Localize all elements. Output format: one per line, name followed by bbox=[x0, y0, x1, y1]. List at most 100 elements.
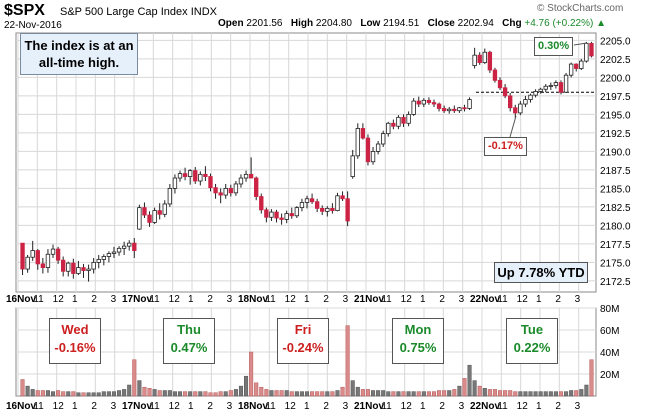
candle-body bbox=[462, 107, 467, 110]
candle-body bbox=[360, 128, 366, 139]
candle-body bbox=[223, 187, 228, 196]
volume-bar bbox=[482, 388, 487, 397]
x-tick-label: 2 bbox=[207, 294, 213, 305]
volume-tick-label: 40M bbox=[600, 348, 619, 359]
day-box-wed: Wed -0.16% bbox=[49, 318, 101, 364]
volume-bar bbox=[304, 391, 310, 397]
candle-body bbox=[538, 88, 543, 92]
candle-body bbox=[528, 94, 533, 101]
volume-bar bbox=[396, 391, 401, 397]
x-tick-label: 12 bbox=[169, 401, 181, 412]
price-tick-label: 2195.0 bbox=[600, 110, 631, 121]
volume-bar bbox=[71, 391, 76, 397]
volume-tick-label: 20M bbox=[600, 370, 619, 381]
candle-body bbox=[132, 242, 137, 251]
candle-body bbox=[294, 207, 300, 217]
candle-body bbox=[218, 192, 223, 196]
volume-bar bbox=[81, 392, 86, 397]
price-tick-label: 2182.5 bbox=[600, 203, 631, 214]
price-tick-label: 2172.5 bbox=[600, 277, 631, 288]
candle-body bbox=[279, 217, 284, 220]
candle-body bbox=[35, 250, 40, 265]
x-tick-label: 2 bbox=[555, 401, 561, 412]
volume-bar bbox=[350, 380, 355, 397]
volume-bar bbox=[386, 391, 391, 397]
volume-bar bbox=[228, 390, 233, 397]
price-tick-label: 2180.0 bbox=[600, 221, 631, 232]
candle-body bbox=[441, 108, 447, 112]
volume-bar bbox=[91, 392, 96, 397]
day-change: -0.24% bbox=[282, 340, 324, 355]
volume-bar bbox=[117, 390, 122, 397]
x-tick-label: 1 bbox=[188, 401, 194, 412]
exchange-label: INDX bbox=[190, 6, 217, 18]
volume-bar bbox=[543, 391, 548, 397]
x-tick-label: 12 bbox=[401, 294, 413, 305]
candle-body bbox=[508, 95, 513, 109]
volume-bar bbox=[462, 378, 467, 397]
volume-bar bbox=[472, 380, 477, 397]
candle-body bbox=[198, 173, 203, 182]
volume-bar bbox=[172, 391, 177, 397]
close-value: 2202.94 bbox=[457, 18, 494, 29]
x-tick-label: 12 bbox=[169, 294, 181, 305]
day-label: Thu bbox=[177, 322, 201, 337]
ohlc-readout: Open 2201.56 High 2204.80 Low 2194.51 Cl… bbox=[218, 18, 606, 29]
candle-body bbox=[177, 173, 183, 179]
volume-bar bbox=[203, 391, 208, 397]
volume-bar bbox=[238, 385, 243, 397]
x-tick-label: 12 bbox=[517, 294, 529, 305]
day-box-thu: Thu 0.47% bbox=[163, 318, 215, 364]
candle-body bbox=[370, 150, 376, 163]
volume-bar bbox=[167, 390, 172, 397]
volume-bar bbox=[45, 390, 50, 397]
volume-bar bbox=[86, 392, 91, 397]
x-tick-label: 17Nov bbox=[122, 294, 152, 305]
volume-bar bbox=[497, 390, 503, 397]
x-tick-label: 2 bbox=[323, 294, 329, 305]
candle-body bbox=[137, 207, 142, 230]
candle-body bbox=[396, 116, 401, 127]
candle-body bbox=[477, 54, 482, 64]
volume-bar bbox=[569, 390, 574, 397]
x-tick-label: 2 bbox=[91, 294, 97, 305]
candle-body bbox=[248, 173, 254, 179]
candle-body bbox=[147, 214, 152, 223]
candle-body bbox=[304, 198, 310, 203]
candle-body bbox=[299, 202, 305, 209]
x-tick-label: 11 bbox=[381, 294, 392, 305]
price-tick-label: 2200.0 bbox=[600, 73, 631, 84]
volume-bar bbox=[528, 391, 533, 397]
candle-body bbox=[309, 198, 315, 203]
candle-body bbox=[401, 116, 406, 124]
x-tick-label: 11 bbox=[33, 401, 44, 412]
volume-bar bbox=[310, 391, 315, 397]
x-tick-label: 16Nov bbox=[6, 294, 36, 305]
day-label: Wed bbox=[61, 322, 89, 337]
volume-bar bbox=[492, 389, 497, 397]
candle-body bbox=[325, 207, 330, 212]
x-tick-label: 2 bbox=[91, 401, 97, 412]
all-time-high-note: The index is at an all-time high. bbox=[20, 33, 138, 75]
pct-high-callout: 0.30% bbox=[534, 37, 574, 56]
price-tick-label: 2190.0 bbox=[600, 147, 631, 158]
volume-bar bbox=[355, 386, 360, 397]
x-tick-label: 2 bbox=[555, 294, 561, 305]
candle-body bbox=[264, 209, 269, 218]
volume-bar bbox=[431, 391, 437, 397]
candle-body bbox=[553, 82, 559, 86]
volume-bar bbox=[452, 389, 457, 397]
x-tick-label: 2 bbox=[439, 401, 445, 412]
volume-bar bbox=[177, 391, 183, 397]
candle-body bbox=[76, 267, 81, 274]
symbol-title: $SPX bbox=[4, 2, 45, 19]
candle-body bbox=[563, 74, 569, 93]
candle-body bbox=[106, 253, 112, 257]
volume-bar bbox=[518, 391, 523, 397]
volume-bar bbox=[249, 351, 254, 397]
candle-body bbox=[335, 195, 340, 212]
volume-bar bbox=[325, 391, 330, 397]
volume-bar bbox=[213, 392, 218, 397]
price-tick-label: 2197.5 bbox=[600, 92, 631, 103]
x-tick-label: 12 bbox=[53, 294, 65, 305]
